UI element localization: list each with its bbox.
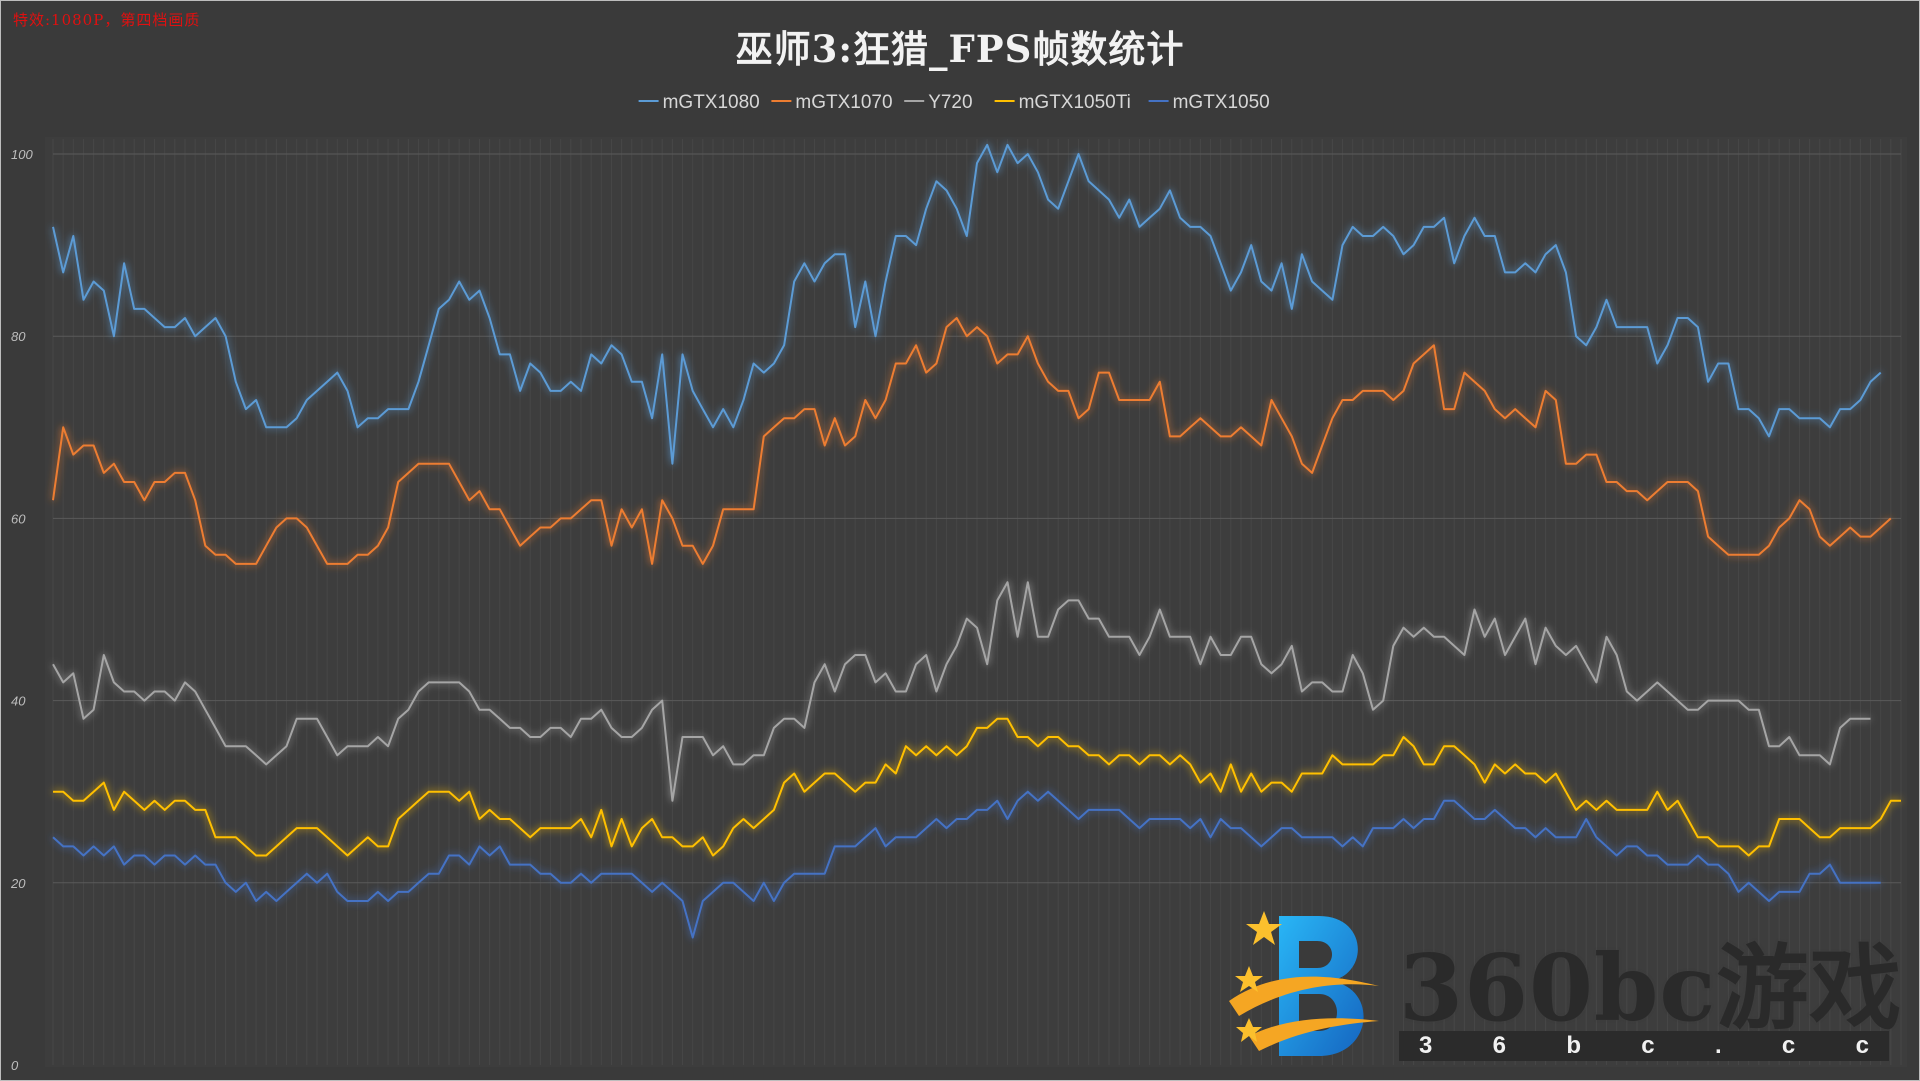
y-tick-label: 0 — [11, 1058, 19, 1073]
watermark-url-char: b — [1566, 1032, 1581, 1059]
legend-label: mGTX1050Ti — [1019, 92, 1131, 113]
watermark-url-bar: 3 6 b c. c c — [1399, 1031, 1889, 1061]
legend-item: mGTX1050 — [1148, 92, 1270, 113]
gridlines — [52, 139, 1902, 1065]
watermark-url-char: 3 — [1419, 1032, 1433, 1059]
legend: mGTX1080 mGTX1070 Y720 mGTX1050Ti mGTX1050 — [638, 92, 1270, 113]
watermark-url-char: 6 — [1492, 1032, 1507, 1059]
watermark-url-char: . — [1714, 1032, 1722, 1059]
y-tick-label: 40 — [11, 694, 26, 709]
y-tick-label: 20 — [10, 876, 26, 891]
series-line-mgtx1050ti — [53, 717, 1901, 857]
legend-item: Y720 — [904, 92, 973, 113]
legend-item: mGTX1070 — [771, 92, 893, 113]
y-tick-label: 100 — [11, 147, 33, 162]
watermark-brand-text: 360bc游戏 — [1399, 934, 1903, 1042]
logo-b-icon — [1229, 911, 1379, 1056]
y-tick-label: 60 — [11, 511, 26, 526]
settings-note: 特效:1080P，第四档画质 — [13, 11, 201, 29]
legend-item: mGTX1050Ti — [994, 92, 1131, 113]
legend-label: Y720 — [928, 92, 972, 113]
legend-label: mGTX1070 — [795, 92, 892, 113]
series-line-mgtx1070 — [52, 317, 1892, 565]
watermark-url-char: c — [1641, 1032, 1655, 1059]
watermark-logo: 360bc游戏 3 6 b c. c c — [1219, 906, 1903, 1066]
legend-label: mGTX1050 — [1173, 92, 1270, 113]
legend-label: mGTX1080 — [663, 92, 760, 113]
legend-item: mGTX1080 — [638, 92, 760, 113]
series-layer — [52, 143, 1901, 939]
series-line-mgtx1050 — [52, 790, 1881, 939]
series-line-mgtx1080 — [52, 143, 1882, 465]
y-tick-label: 80 — [11, 329, 26, 344]
watermark-url-char: c — [1855, 1032, 1869, 1059]
chart-title: 巫师3:狂猎_FPS帧数统计 — [735, 27, 1185, 71]
watermark-url: 3 6 b c. c c — [1399, 1032, 1889, 1060]
series-line-y720 — [52, 581, 1871, 802]
y-axis: 0 20 40 60 80 100 — [10, 147, 33, 1073]
watermark-url-char: c — [1781, 1032, 1796, 1059]
